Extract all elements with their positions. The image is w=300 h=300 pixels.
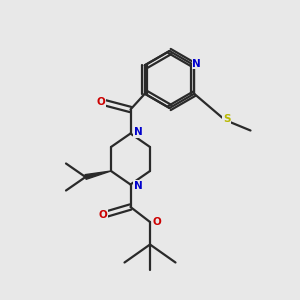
Text: O: O <box>152 217 161 227</box>
Text: O: O <box>96 97 105 107</box>
Text: N: N <box>134 181 142 191</box>
Text: S: S <box>223 114 230 124</box>
Polygon shape <box>85 171 111 179</box>
Text: N: N <box>134 127 142 137</box>
Text: O: O <box>98 209 107 220</box>
Text: N: N <box>192 59 201 69</box>
